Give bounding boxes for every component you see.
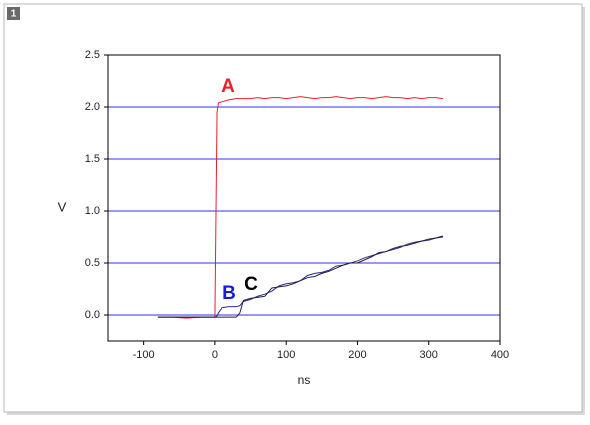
x-tick-label: 0: [212, 349, 218, 361]
frame: [3, 3, 583, 413]
badge: 1: [11, 9, 17, 20]
x-tick-label: 400: [491, 349, 509, 361]
y-tick-label: 0.0: [85, 309, 100, 321]
y-axis-label: V: [58, 199, 67, 214]
x-axis-label: ns: [298, 373, 311, 387]
y-tick-label: 1.5: [85, 153, 100, 165]
annotation: A: [221, 76, 235, 97]
x-tick-label: 200: [348, 349, 366, 361]
plot-frame: [107, 54, 501, 342]
annotation: B: [222, 283, 236, 304]
series-line: [157, 235, 444, 318]
badge-box: [7, 7, 20, 20]
annotation: C: [244, 274, 258, 295]
y-tick-label: 1.0: [85, 205, 100, 217]
y-tick-label: 2.5: [85, 49, 100, 61]
y-tick-label: 2.0: [85, 101, 100, 113]
series-line: [157, 96, 444, 319]
series-line: [157, 236, 444, 318]
x-tick-label: -100: [133, 349, 155, 361]
x-tick-label: 100: [277, 349, 295, 361]
x-tick-label: 300: [420, 349, 438, 361]
y-tick-label: 0.5: [85, 257, 100, 269]
